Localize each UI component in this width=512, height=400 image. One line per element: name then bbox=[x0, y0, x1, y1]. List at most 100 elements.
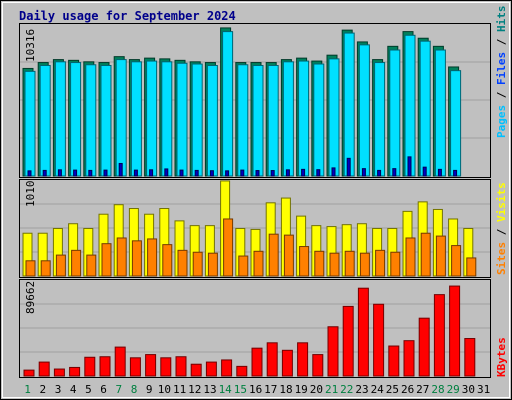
day-label-30: 30 bbox=[462, 383, 475, 396]
bar-pages-9 bbox=[149, 169, 154, 177]
day-label-20: 20 bbox=[310, 383, 323, 396]
bar-kbytes-29 bbox=[449, 285, 461, 377]
svg-text:Pages / Files / Hits: Pages / Files / Hits bbox=[495, 6, 508, 139]
bar-sites-5 bbox=[86, 254, 97, 277]
bar-pages-18 bbox=[285, 169, 290, 177]
bar-pages-23 bbox=[361, 168, 366, 177]
bar-sites-22 bbox=[344, 250, 355, 277]
bar-pages-12 bbox=[194, 169, 199, 177]
day-label-19: 19 bbox=[295, 383, 308, 396]
bar-kbytes-28 bbox=[433, 294, 445, 377]
day-label-13: 13 bbox=[203, 383, 216, 396]
bar-kbytes-30 bbox=[464, 338, 476, 377]
bar-files-29 bbox=[450, 70, 462, 177]
bar-kbytes-5 bbox=[84, 356, 96, 377]
bar-sites-8 bbox=[131, 240, 142, 277]
day-label-1: 1 bbox=[24, 383, 31, 396]
bar-kbytes-12 bbox=[190, 363, 202, 377]
bar-kbytes-15 bbox=[236, 365, 248, 377]
day-label-15: 15 bbox=[234, 383, 247, 396]
bar-files-16 bbox=[252, 64, 264, 177]
bar-kbytes-26 bbox=[403, 340, 415, 377]
day-label-26: 26 bbox=[401, 383, 414, 396]
day-label-2: 2 bbox=[39, 383, 46, 396]
svg-text:KBytes: KBytes bbox=[495, 337, 508, 377]
day-label-7: 7 bbox=[115, 383, 122, 396]
bar-pages-7 bbox=[118, 162, 123, 177]
bar-pages-19 bbox=[301, 168, 306, 177]
bar-files-15 bbox=[237, 64, 249, 177]
legend-kbytes-label: KBytes bbox=[495, 337, 508, 377]
bar-pages-5 bbox=[88, 169, 93, 177]
bar-kbytes-18 bbox=[281, 349, 293, 377]
day-label-6: 6 bbox=[100, 383, 107, 396]
bar-files-18 bbox=[282, 61, 294, 177]
bar-sites-21 bbox=[329, 252, 340, 277]
bar-pages-26 bbox=[407, 156, 412, 177]
day-label-22: 22 bbox=[340, 383, 353, 396]
bar-sites-30 bbox=[466, 257, 477, 277]
day-label-10: 10 bbox=[158, 383, 171, 396]
bar-kbytes-27 bbox=[418, 317, 430, 377]
legend-sep-3: / bbox=[495, 222, 508, 242]
bar-pages-14 bbox=[225, 170, 230, 177]
legend-sep-1: / bbox=[495, 85, 508, 105]
bar-kbytes-20 bbox=[312, 354, 324, 377]
bar-pages-8 bbox=[133, 169, 138, 177]
bar-sites-25 bbox=[390, 251, 401, 277]
day-label-14: 14 bbox=[219, 383, 233, 396]
bar-files-26 bbox=[404, 34, 416, 177]
bar-files-28 bbox=[434, 49, 446, 177]
bar-sites-17 bbox=[268, 233, 279, 277]
bar-pages-25 bbox=[392, 168, 397, 177]
day-label-18: 18 bbox=[279, 383, 292, 396]
legend-visits: Sites / Visits bbox=[495, 182, 508, 275]
bar-sites-26 bbox=[405, 237, 416, 277]
bar-kbytes-7 bbox=[114, 346, 126, 377]
bar-files-1 bbox=[24, 70, 36, 177]
bar-pages-11 bbox=[179, 169, 184, 177]
bar-files-7 bbox=[115, 59, 127, 177]
bar-sites-13 bbox=[207, 252, 218, 277]
bar-files-4 bbox=[70, 62, 82, 177]
bar-files-2 bbox=[39, 64, 51, 177]
legend-hits: Pages / Files / Hits bbox=[495, 6, 508, 139]
bar-pages-10 bbox=[164, 168, 169, 177]
bar-kbytes-2 bbox=[38, 361, 50, 377]
bar-sites-12 bbox=[192, 251, 203, 277]
bar-files-22 bbox=[343, 32, 355, 177]
bar-sites-18 bbox=[283, 234, 294, 277]
legend-sites: Sites bbox=[495, 242, 508, 275]
bar-sites-1 bbox=[25, 260, 36, 277]
bar-pages-3 bbox=[57, 169, 62, 177]
bar-kbytes-24 bbox=[373, 303, 385, 377]
bar-pages-27 bbox=[422, 166, 427, 177]
bar-files-5 bbox=[85, 64, 97, 177]
bar-files-27 bbox=[419, 40, 431, 177]
bar-sites-29 bbox=[451, 245, 462, 277]
bar-pages-1 bbox=[27, 170, 32, 177]
bar-kbytes-19 bbox=[297, 342, 309, 377]
bar-sites-19 bbox=[299, 246, 310, 277]
day-label-12: 12 bbox=[188, 383, 201, 396]
bar-sites-24 bbox=[375, 249, 386, 277]
bar-pages-17 bbox=[270, 170, 275, 177]
hits-ymax-label: 10316 bbox=[24, 29, 37, 62]
bar-kbytes-17 bbox=[266, 342, 278, 377]
bar-kbytes-9 bbox=[145, 354, 157, 377]
bar-sites-20 bbox=[314, 250, 325, 277]
bar-pages-22 bbox=[346, 157, 351, 177]
day-label-29: 29 bbox=[447, 383, 460, 396]
bar-files-3 bbox=[54, 61, 66, 177]
day-label-4: 4 bbox=[70, 383, 77, 396]
day-label-23: 23 bbox=[355, 383, 368, 396]
legend-pages: Pages bbox=[495, 105, 508, 138]
bar-sites-11 bbox=[177, 249, 188, 277]
bar-kbytes-11 bbox=[175, 356, 187, 377]
bar-sites-15 bbox=[238, 255, 249, 277]
bar-kbytes-10 bbox=[160, 357, 172, 377]
day-labels: 1 2 3 4 5 6 7 8 9 10 11 12 13 14 15 16 17 18 19 20 21 22 23 24 2… bbox=[24, 383, 490, 396]
bar-files-25 bbox=[389, 49, 401, 177]
